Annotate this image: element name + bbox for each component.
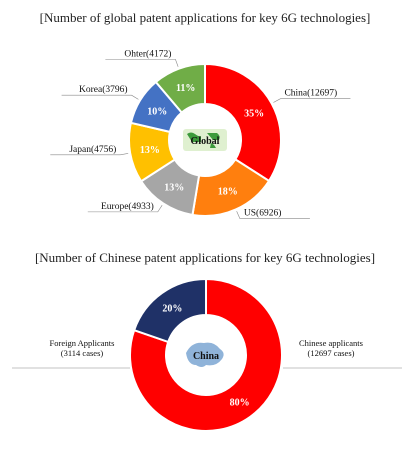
chart-1-title: [Number of global patent applications fo… [40,10,371,25]
chart-1-pct-label: 13% [140,145,160,156]
chart-1-pct-label: 10% [147,106,167,117]
chart-2-slice-count: (3114 cases) [61,348,104,358]
chart-2-slice [132,277,207,344]
chart-1-center-label: Global [191,136,220,147]
chart-2-slice-count: (12697 cases) [308,348,355,358]
chart-1-slice-label: China(12697) [284,88,337,99]
chart-1-leader-line [236,211,310,219]
chart-1-pct-label: 18% [218,187,238,198]
chart-2-slice-label: Chinese applicants [299,338,363,348]
chart-1-slice-label: Japan(4756) [69,144,116,155]
chart-1-global-donut: Global 35% 18% 13% 13% 10% 11% China(12697) US(6… [50,48,351,219]
chart-2-china-donut: China 80% 20% Chinese applicants(12697 case… [12,277,402,432]
chart-1-slice [154,62,206,114]
chart-1-leader-line [61,94,139,100]
chart-1-slice-label: Europe(4933) [101,201,154,212]
chart-1-leader-line [50,153,129,156]
chart-2-pct-label: 20% [162,303,182,314]
chart-2-center-label: China [193,351,219,362]
chart-1-pct-label: 13% [164,182,184,193]
chart-1-leader-line [273,98,351,103]
chart-2-slice [129,277,283,432]
chart-2-pct-label: 80% [230,398,250,409]
china-map-icon [186,342,224,367]
chart-1-leader-line [87,205,163,213]
chart-1-slice-label: US(6926) [244,208,281,219]
chart-1-leader-line [105,58,179,67]
chart-2-slice-label: Foreign Applicants [50,338,115,348]
chart-1-slice-label: Ohter(4172) [124,48,171,59]
chart-1-pct-label: 35% [244,109,264,120]
chart-1-slice-label: Korea(3796) [79,84,128,95]
world-map-shape [187,132,220,148]
chart-1-pct-label: 11% [176,83,195,94]
chart-2-title: [Number of Chinese patent applications f… [35,250,375,265]
chart-1-slice [204,62,282,183]
